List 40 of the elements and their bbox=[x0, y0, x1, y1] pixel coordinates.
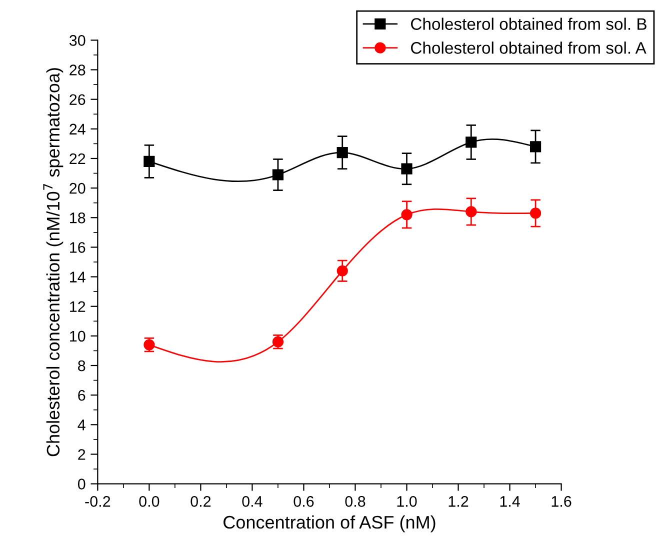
y-axis-title: Cholesterol concentration (nM/10$^{7}$ spermatozoa) bbox=[43, 68, 64, 456]
x-tick-label: 1.2 bbox=[448, 496, 468, 507]
x-tick-label: -0.2 bbox=[85, 496, 110, 507]
point bbox=[144, 156, 155, 167]
y-tick-label: 30 bbox=[69, 35, 86, 46]
y-tick-label: 28 bbox=[70, 64, 86, 76]
x-tick-label: 1.4 bbox=[500, 496, 520, 507]
point bbox=[530, 208, 542, 219]
y-tick-label: 22 bbox=[70, 153, 86, 164]
x-axis-title: Concentration of ASF (nM) bbox=[224, 515, 436, 532]
x-tick-label: 0.6 bbox=[294, 496, 314, 507]
x-tick-label: 1.6 bbox=[552, 496, 572, 507]
legend-label: Cholesterol obtained from sol. B bbox=[411, 18, 646, 30]
point bbox=[401, 163, 412, 174]
y-tick-label: 14 bbox=[70, 272, 86, 282]
y-tick-label: 20 bbox=[70, 182, 86, 194]
y-tick-label: 16 bbox=[70, 242, 86, 253]
x-tick-label: 1.0 bbox=[397, 496, 417, 507]
x-tick-label: 0.2 bbox=[190, 496, 211, 507]
y-tick-label: 8 bbox=[78, 360, 86, 372]
y-tick-label: 0 bbox=[78, 478, 86, 490]
y-tick-label: 2 bbox=[78, 449, 86, 460]
x-tick-label: 0.8 bbox=[345, 496, 366, 507]
y-tick-label: 26 bbox=[70, 94, 86, 106]
y-tick-label: 12 bbox=[70, 301, 86, 312]
point bbox=[272, 169, 284, 180]
y-tick-label: 4 bbox=[78, 420, 86, 430]
point bbox=[466, 136, 477, 148]
x-tick-label: 0.4 bbox=[242, 496, 262, 507]
point bbox=[336, 265, 348, 276]
point bbox=[530, 141, 542, 152]
legend-label: Cholesterol obtained from sol. A bbox=[411, 42, 646, 54]
point bbox=[401, 209, 412, 220]
y-tick-label: 6 bbox=[78, 390, 86, 401]
y-tick-label: 24 bbox=[70, 124, 86, 134]
y-tick-label: 10 bbox=[70, 330, 86, 342]
point bbox=[466, 206, 477, 218]
point bbox=[336, 147, 348, 158]
x-tick-label: 0.0 bbox=[139, 496, 160, 507]
y-tick-label: 18 bbox=[70, 212, 86, 224]
